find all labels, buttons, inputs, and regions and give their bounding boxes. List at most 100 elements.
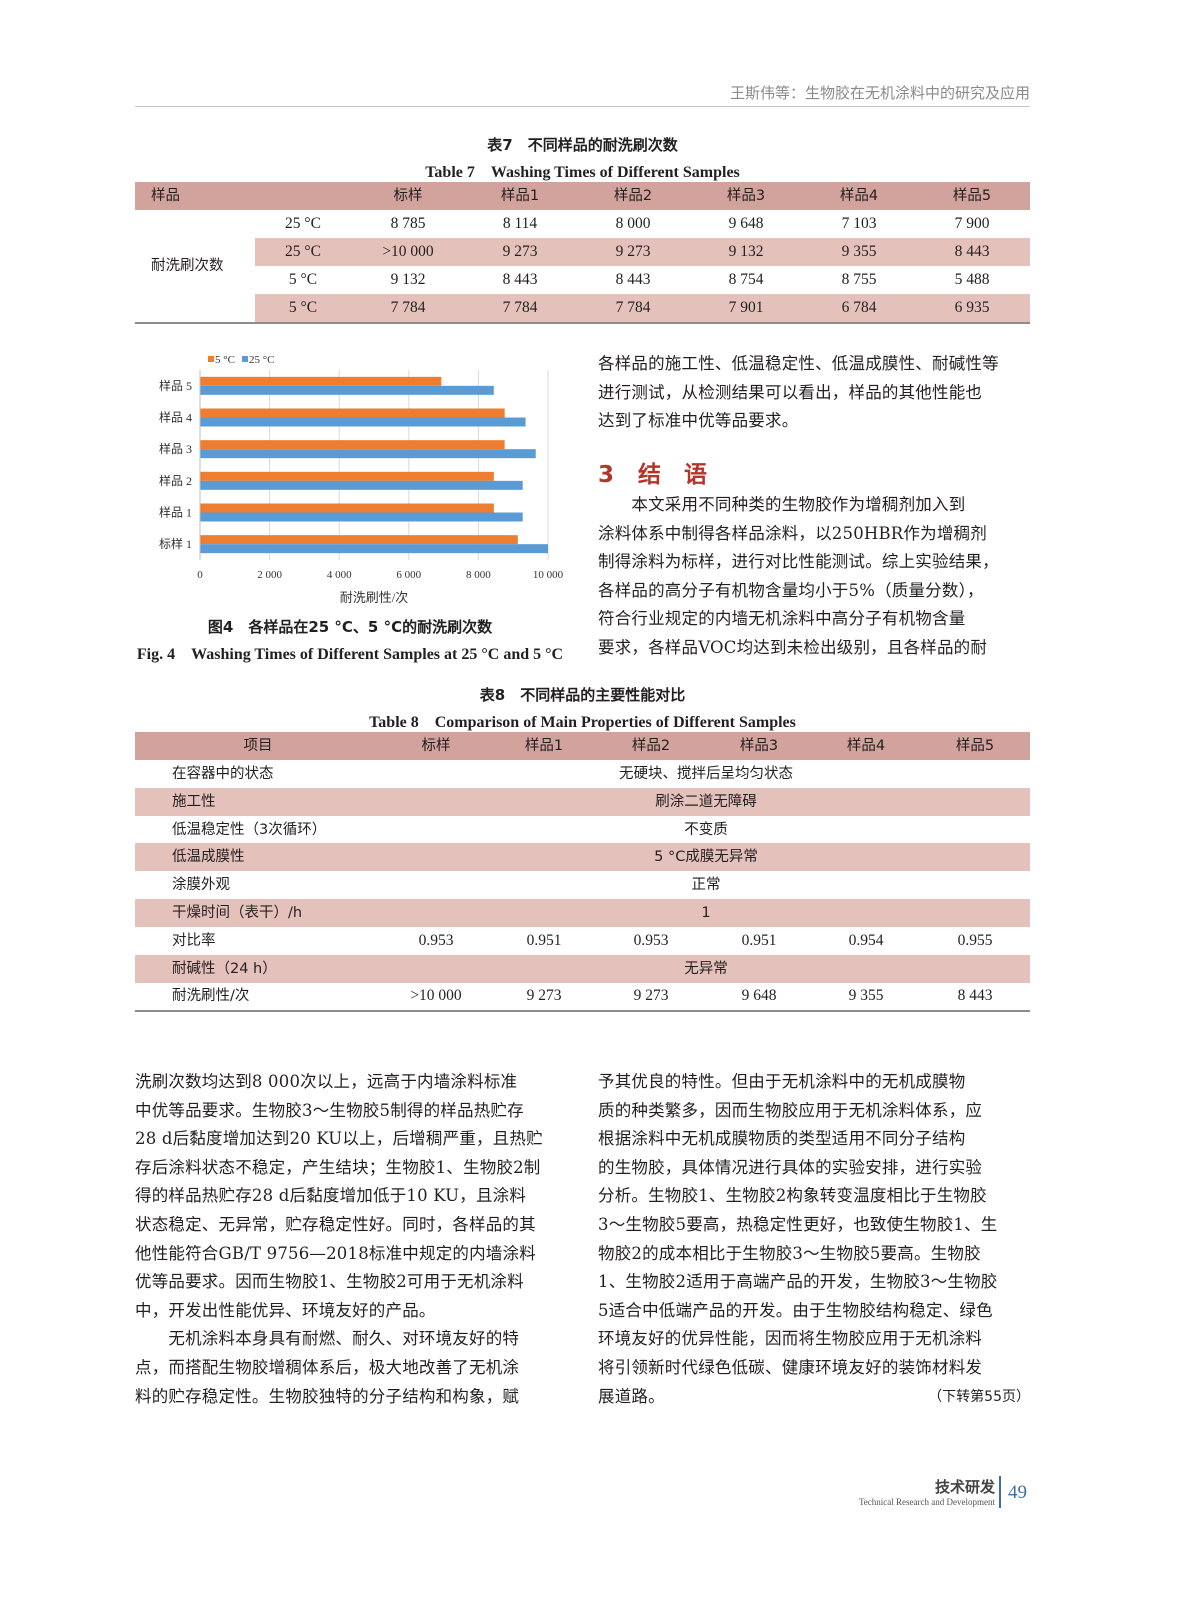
text-line: 展道路。 [598, 1386, 665, 1406]
x-tick-label: 0 [197, 569, 203, 581]
column-header: 样品1 [524, 738, 564, 754]
text-line: 1、生物胶2适用于高端产品的开发，生物胶3～生物胶 [598, 1272, 998, 1292]
column-header: 样品 [151, 188, 180, 204]
bar-25c [200, 480, 523, 490]
value-cell: 0.951 [526, 931, 562, 949]
item-cell: 施工性 [172, 793, 216, 810]
bar-5c [200, 376, 442, 386]
merged-value-cell: 5 °C成膜无异常 [654, 849, 758, 866]
table-row: 对比率 0.953 0.951 0.953 0.951 0.954 0.955 [135, 927, 1030, 955]
text-line: 各样品的高分子有机物含量均小于5%（质量分数）， [598, 580, 984, 600]
x-tick-label: 8 000 [466, 569, 491, 581]
value-cell: 8 755 [841, 271, 877, 288]
y-category-label: 样品 3 [159, 441, 192, 456]
bar-25c [200, 417, 526, 427]
table-row: 耐碱性（24 h） 无异常 [135, 954, 1030, 983]
value-cell: 8 443 [615, 271, 651, 288]
table7: 样品 标样 样品1 样品2 样品3 样品4 样品5 25 °C 8 785 8 114 8 000 9… [135, 182, 1030, 324]
text-line: 状态稳定、无异常，贮存稳定性好。同时，各样品的其 [135, 1214, 536, 1234]
column-header: 标样 [421, 738, 451, 754]
text-line: 予其优良的特性。但由于无机涂料中的无机成膜物 [598, 1072, 966, 1091]
value-cell: 9 132 [390, 271, 426, 288]
value-cell: 6 784 [841, 299, 877, 316]
item-cell: 对比率 [172, 932, 216, 949]
column-header: 样品1 [500, 188, 540, 204]
row-stripe [135, 787, 1030, 816]
text-line: 将引领新时代绿色低碳、健康环境友好的装饰材料发 [598, 1357, 983, 1377]
column-header: 样品3 [739, 738, 779, 754]
text-line: 制得涂料为标样，进行对比性能测试。综上实验结果， [598, 552, 999, 572]
continued-note: （下转第55页） [928, 1389, 1030, 1405]
text-line: 各样品的施工性、低温稳定性、低温成膜性、耐碱性等 [598, 354, 999, 373]
value-cell: 7 784 [502, 299, 538, 316]
text-line: 分析。生物胶1、生物胶2构象转变温度相比于生物胶 [598, 1186, 987, 1206]
text-line: 他性能符合GB/T 9756—2018标准中规定的内墙涂料 [135, 1243, 536, 1263]
value-cell: 7 103 [841, 215, 877, 232]
table-row: 施工性 刷涂二道无障碍 [135, 787, 1030, 816]
x-tick-label: 10 000 [533, 569, 564, 581]
text-line: 点，而搭配生物胶增稠体系后，极大地改善了无机涂 [135, 1357, 520, 1377]
value-cell: 8 443 [957, 987, 993, 1005]
temperature-cell: 5 °C [288, 271, 318, 288]
x-tick-label: 2 000 [257, 569, 282, 581]
text-line: 得的样品热贮存28 d后黏度增加低于10 KU，且涂料 [135, 1186, 527, 1206]
item-cell: 低温稳定性（3次循环） [172, 821, 327, 838]
column-header: 样品3 [726, 188, 766, 204]
figure4-caption-en: Fig. 4 Washing Times of Different Sample… [136, 646, 564, 663]
legend-swatch [208, 356, 214, 362]
temperature-cell: 25 °C [285, 215, 321, 232]
value-cell: 8 754 [728, 271, 764, 288]
merged-value-cell: 正常 [691, 877, 721, 894]
text-line: 进行测试，从检测结果可以看出，样品的其他性能也 [598, 382, 983, 402]
value-cell: 8 785 [390, 215, 426, 232]
row-group-label: 耐洗刷次数 [151, 258, 224, 274]
value-cell: 9 648 [728, 215, 764, 232]
value-cell: 7 784 [390, 299, 426, 316]
value-cell: 9 273 [615, 243, 651, 260]
left-column-paragraph-bottom: 洗刷次数均达到8 000次以上，远高于内墙涂料标准 中优等品要求。生物胶3～生物胶… [135, 1068, 575, 1411]
temperature-cell: 5 °C [288, 299, 318, 316]
bar-5c [200, 503, 494, 513]
column-header [253, 182, 353, 210]
section-title: 结 语 [638, 462, 708, 488]
text-line: 中，开发出性能优异、环境友好的产品。 [135, 1300, 436, 1320]
item-cell: 低温成膜性 [172, 849, 245, 866]
y-category-label: 样品 4 [159, 410, 192, 425]
value-cell: 8 443 [502, 271, 538, 288]
text-line: 5适合中低端产品的开发。由于生物胶结构稳定、绿色 [598, 1300, 993, 1320]
row-stripe [135, 899, 1030, 927]
table-row: 低温稳定性（3次循环） 不变质 [135, 816, 1030, 844]
value-cell: 9 355 [841, 243, 877, 260]
bar-5c [200, 535, 518, 545]
table-row: 在容器中的状态 无硬块、搅拌后呈均匀状态 [135, 760, 1030, 788]
table8: 项目 标样 样品1 样品2 样品3 样品4 样品5 在容器中的状态 无硬块、搅拌后呈均匀状态 施工… [135, 732, 1030, 1014]
table8-caption-en: Table 8 Comparison of Main Properties of… [369, 714, 796, 731]
running-header: 王斯伟等：生物胶在无机涂料中的研究及应用 [729, 84, 1030, 102]
table-row: 5 °C 7 784 7 784 7 784 7 901 6 784 6 935 [135, 294, 1030, 322]
value-cell: 0.953 [418, 931, 454, 949]
column-header: 样品5 [952, 188, 992, 204]
text-line: 无机涂料本身具有耐燃、耐久、对环境友好的特 [135, 1329, 520, 1349]
conclusion-paragraph: 本文采用不同种类的生物胶作为增稠剂加入到 涂料体系中制得各样品涂料，以250HBR… [598, 491, 1033, 663]
text-line: 根据涂料中无机成膜物质的类型适用不同分子结构 [598, 1129, 966, 1149]
text-line: 3～生物胶5要高，热稳定性更好，也致使生物胶1、生 [598, 1214, 998, 1234]
column-header: 样品4 [839, 188, 879, 204]
table-row: 25 °C 8 785 8 114 8 000 9 648 7 103 7 900 [135, 210, 1030, 238]
merged-value-cell: 无异常 [684, 960, 728, 977]
bar-25c [200, 512, 523, 522]
value-cell: 7 901 [728, 299, 764, 316]
figure4-caption-cn: 图4 各样品在25 °C、5 °C的耐洗刷次数 [207, 618, 493, 636]
temperature-cell: 25 °C [285, 243, 321, 260]
table-bottom-rule [135, 1010, 1030, 1012]
table-row: 5 °C 9 132 8 443 8 443 8 754 8 755 5 488 [135, 266, 1030, 294]
column-header: 样品5 [955, 738, 995, 754]
bar-chart-washing-times: 0 2 000 4 000 6 000 8 000 10 000 标样 1 样品 1 样品 2 样… [159, 354, 564, 605]
footer-section-cn: 技术研发 [934, 1478, 995, 1496]
merged-value-cell: 1 [701, 905, 711, 921]
right-column-paragraph-bottom: 予其优良的特性。但由于无机涂料中的无机成膜物 质的种类繁多，因而生物胶应用于无机涂… [598, 1068, 1038, 1411]
value-cell: 0.953 [633, 931, 669, 949]
value-cell: 9 273 [526, 987, 562, 1005]
text-line: 中优等品要求。生物胶3～生物胶5制得的样品热贮存 [135, 1100, 524, 1120]
y-category-label: 样品 1 [159, 505, 192, 520]
value-cell: 9 273 [633, 987, 669, 1005]
